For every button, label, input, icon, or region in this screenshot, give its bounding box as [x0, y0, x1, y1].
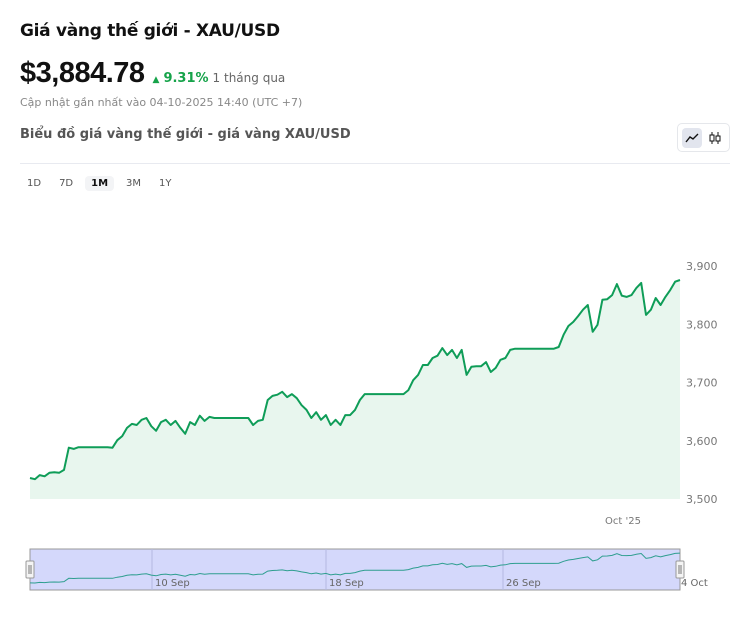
line-chart-icon[interactable]	[682, 127, 702, 148]
navigator-label: 10 Sep	[155, 578, 190, 589]
x-tick-label: Oct '25	[605, 516, 641, 527]
current-price: $3,884.78	[20, 57, 145, 89]
price-area	[30, 280, 680, 499]
navigator-label: 26 Sep	[506, 578, 541, 589]
range-1d[interactable]: 1D	[27, 178, 42, 189]
chart-title: Biểu đồ giá vàng thế giới - giá vàng XAU…	[20, 127, 351, 142]
range-3m[interactable]: 3M	[126, 178, 142, 189]
up-arrow-icon: ▲	[152, 75, 160, 85]
navigator-handle-left[interactable]	[25, 560, 35, 579]
y-tick-label: 3,600	[686, 435, 718, 448]
range-selector: 1D 7D 1M 3M 1Y	[21, 176, 178, 191]
range-1y[interactable]: 1Y	[159, 178, 172, 189]
y-tick-label: 3,900	[686, 260, 718, 273]
navigator-line	[29, 552, 681, 584]
navigator-label: 18 Sep	[329, 578, 364, 589]
candlestick-icon[interactable]	[706, 128, 726, 148]
y-tick-label: 3,800	[686, 318, 718, 331]
divider	[20, 163, 730, 164]
chart-type-toggle	[677, 123, 730, 152]
price-line	[29, 279, 681, 481]
range-7d[interactable]: 7D	[59, 178, 74, 189]
y-tick-label: 3,500	[686, 493, 718, 506]
price-row: $3,884.78 ▲ 9.31% 1 tháng qua	[20, 57, 285, 90]
last-updated: Cập nhật gần nhất vào 04-10-2025 14:40 (…	[20, 96, 303, 109]
navigator-handle-right[interactable]	[675, 560, 685, 579]
page-title: Giá vàng thế giới - XAU/USD	[20, 21, 280, 41]
range-1m[interactable]: 1M	[85, 176, 115, 191]
change-percent: 9.31%	[163, 71, 209, 86]
change-period: 1 tháng qua	[212, 71, 286, 85]
navigator-label: 4 Oct	[681, 578, 708, 589]
price-change: ▲ 9.31% 1 tháng qua	[153, 71, 286, 86]
y-tick-label: 3,700	[686, 377, 718, 390]
